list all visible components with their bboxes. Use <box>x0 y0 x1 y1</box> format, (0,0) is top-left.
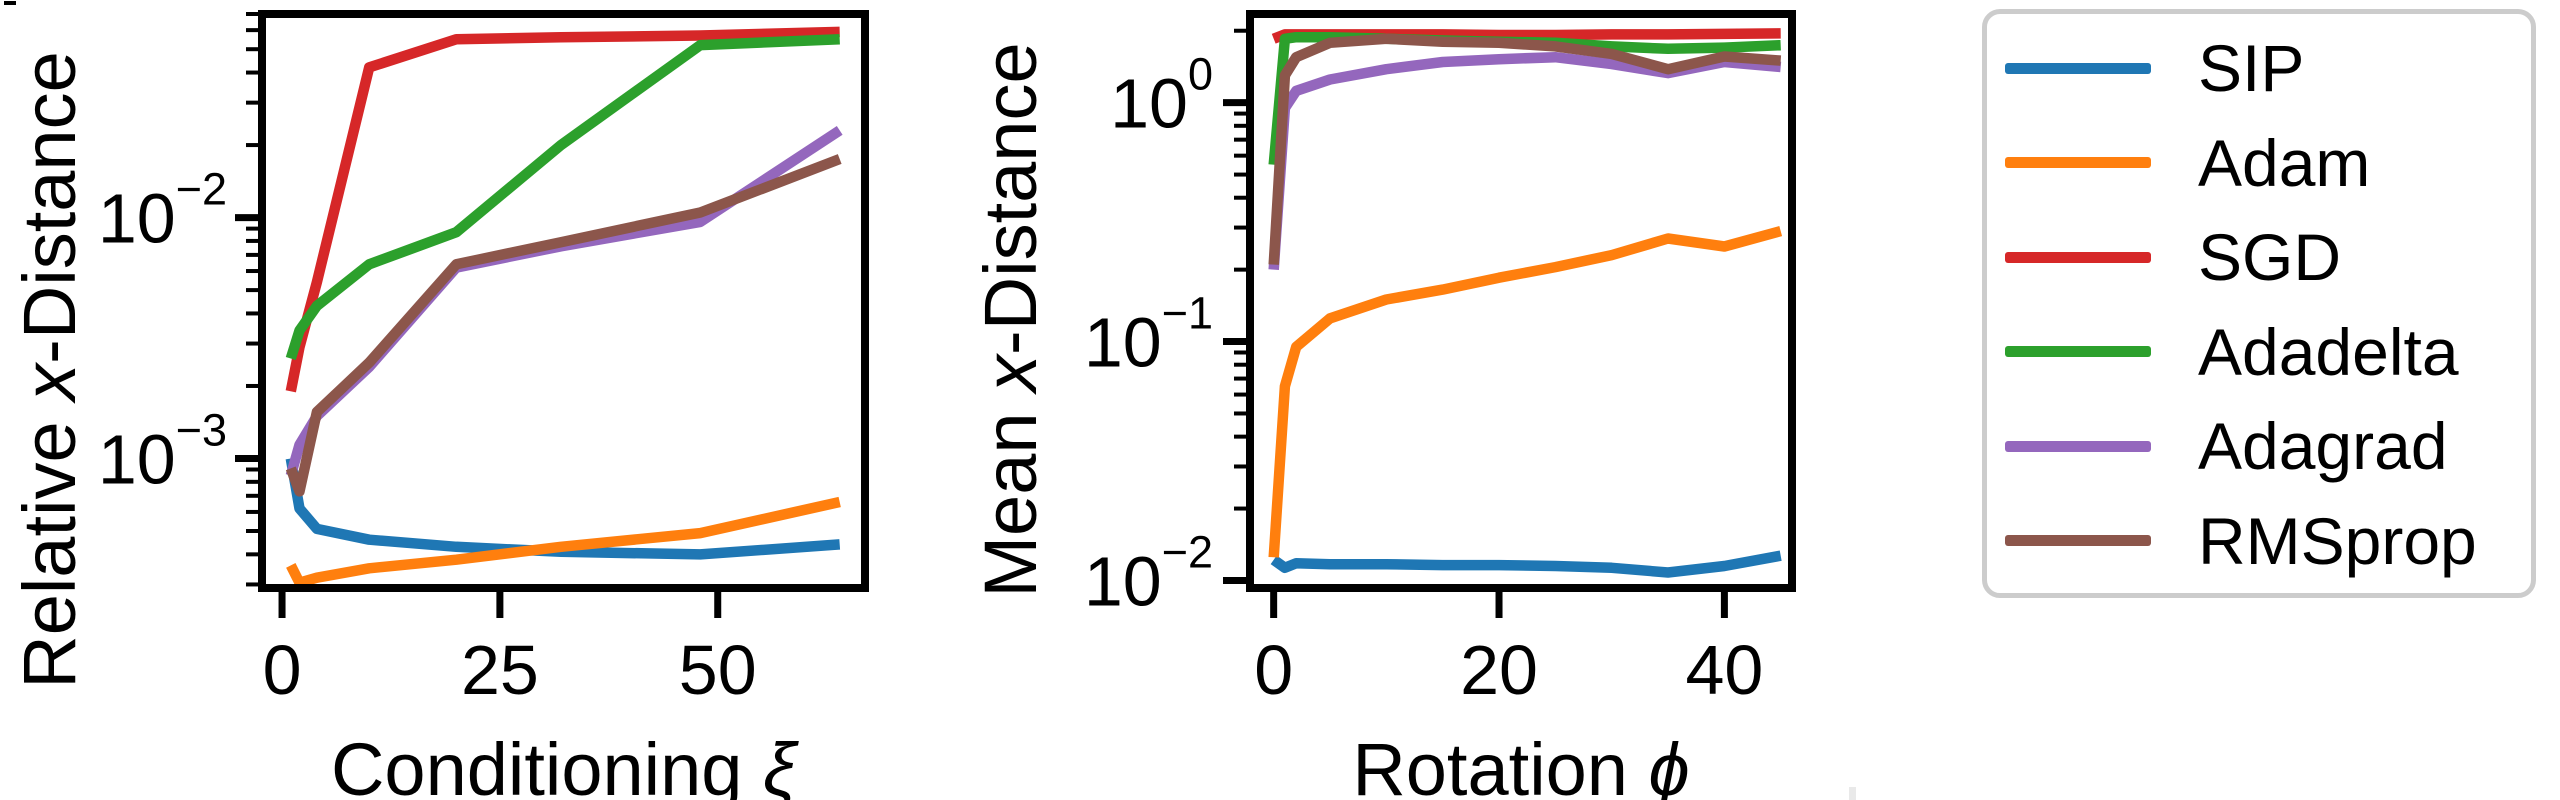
x-tick-label: 0 <box>1254 631 1293 709</box>
legend: SIP Adam SGD Adadelta Adagrad RMSprop <box>1982 9 2536 598</box>
line-adagrad <box>1268 51 1782 270</box>
legend-label: Adagrad <box>2198 409 2448 483</box>
legend-label: Adam <box>2198 125 2371 200</box>
legend-swatch-adagrad <box>2005 440 2151 452</box>
crop-artifact-bottom-right <box>1849 787 1856 800</box>
x-axis-label: Rotation ϕ <box>1352 728 1689 800</box>
y-tick-label: 10−2 <box>1084 526 1213 620</box>
x-tick-label: 40 <box>1685 631 1763 709</box>
legend-item-adadelta: Adadelta <box>2005 317 2459 387</box>
legend-swatch-adadelta <box>2005 346 2151 357</box>
legend-item-adagrad: Adagrad <box>2005 411 2448 481</box>
rotation-plot: 10−2 10−1 100 0 20 40 Rotation ϕ Mean x-Distanc… <box>969 10 1796 800</box>
line-adagrad <box>285 126 843 477</box>
conditioning-plot: 10−3 10−2 0 25 50 Conditioning ξ Relative x-Di… <box>8 10 869 800</box>
y-tick-label: 10−2 <box>98 164 227 258</box>
legend-label: RMSprop <box>2198 503 2477 578</box>
axis-ticks <box>1223 28 1728 618</box>
y-tick-label: 10−1 <box>1084 288 1213 382</box>
line-sip <box>1270 550 1782 578</box>
axes-spines <box>1246 10 1796 592</box>
axes-spines <box>258 10 869 592</box>
line-adadelta <box>285 33 840 361</box>
line-sgd <box>285 26 840 393</box>
line-sip <box>285 457 841 560</box>
legend-label: SIP <box>2198 31 2305 105</box>
y-axis-label: Mean x-Distance <box>969 42 1052 597</box>
legend-swatch-sip <box>2005 62 2151 74</box>
x-tick-label: 50 <box>679 631 757 709</box>
crop-artifact-top-left <box>4 1 16 5</box>
x-tick-label: 25 <box>461 631 539 709</box>
legend-label: Adadelta <box>2198 314 2459 389</box>
y-axis-label: Relative x-Distance <box>8 51 91 688</box>
legend-item-sip: SIP <box>2005 33 2304 103</box>
line-adam <box>286 496 841 588</box>
axis-ticks <box>235 12 722 618</box>
x-tick-label: 0 <box>263 631 302 709</box>
x-axis-label: Conditioning ξ <box>331 728 799 800</box>
y-tick-label: 100 <box>1110 49 1213 143</box>
legend-item-rmsprop: RMSprop <box>2005 506 2477 576</box>
legend-label: SGD <box>2198 220 2342 294</box>
x-tick-label: 20 <box>1460 631 1538 709</box>
legend-swatch-adam <box>2005 157 2151 168</box>
legend-item-adam: Adam <box>2005 128 2370 198</box>
line-rmsprop <box>1268 33 1782 265</box>
legend-item-sgd: SGD <box>2005 222 2341 292</box>
legend-swatch-rmsprop <box>2005 535 2151 546</box>
line-rmsprop <box>285 154 842 497</box>
y-tick-label: 10−3 <box>98 404 227 498</box>
line-adam <box>1268 226 1783 558</box>
legend-swatch-sgd <box>2005 251 2151 263</box>
